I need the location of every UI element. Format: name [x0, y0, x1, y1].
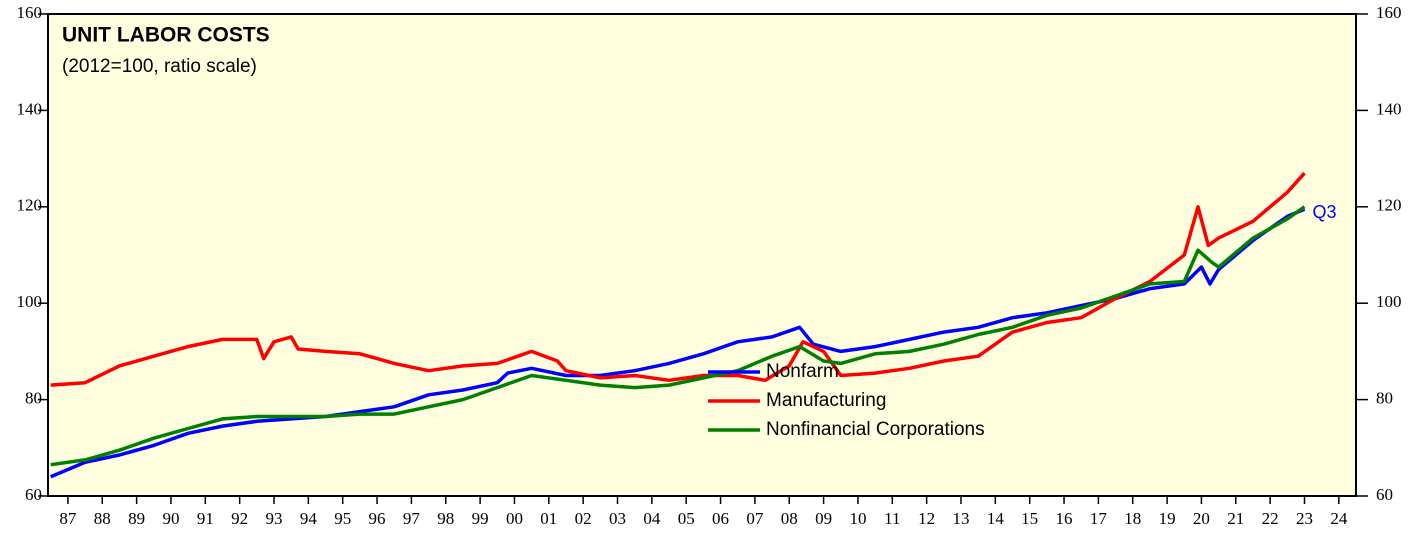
x-tick-label: 05: [678, 509, 695, 528]
x-tick-label: 90: [162, 509, 179, 528]
x-tick-label: 10: [849, 509, 866, 528]
x-tick-label: 99: [472, 509, 489, 528]
x-tick-label: 24: [1330, 509, 1348, 528]
x-tick-label: 12: [918, 509, 935, 528]
x-tick-label: 00: [506, 509, 523, 528]
legend-label: Nonfarm: [766, 361, 839, 382]
y-tick-label: 60: [25, 485, 42, 504]
x-tick-label: 14: [987, 509, 1005, 528]
x-tick-label: 93: [266, 509, 283, 528]
x-tick-label: 22: [1262, 509, 1279, 528]
x-tick-label: 20: [1193, 509, 1210, 528]
y2-tick-label: 120: [1376, 196, 1402, 215]
y2-tick-label: 100: [1376, 292, 1402, 311]
y-tick-label: 120: [17, 196, 43, 215]
y-tick-label: 140: [17, 99, 43, 118]
legend-label: Manufacturing: [766, 390, 886, 411]
x-tick-label: 89: [128, 509, 145, 528]
x-tick-label: 88: [94, 509, 111, 528]
x-tick-label: 95: [334, 509, 351, 528]
x-tick-label: 16: [1056, 509, 1073, 528]
chart-title: UNIT LABOR COSTS: [62, 24, 270, 47]
x-tick-label: 23: [1296, 509, 1313, 528]
x-tick-label: 18: [1124, 509, 1141, 528]
x-tick-label: 01: [540, 509, 557, 528]
x-tick-label: 87: [59, 509, 77, 528]
x-tick-label: 21: [1227, 509, 1244, 528]
x-tick-label: 92: [231, 509, 248, 528]
y2-tick-label: 140: [1376, 99, 1402, 118]
x-tick-label: 96: [369, 509, 386, 528]
x-tick-label: 13: [952, 509, 969, 528]
x-tick-label: 08: [781, 509, 798, 528]
y-tick-label: 80: [25, 389, 42, 408]
x-tick-label: 09: [815, 509, 832, 528]
x-tick-label: 94: [300, 509, 318, 528]
legend-label: Nonfinancial Corporations: [766, 419, 985, 440]
x-tick-label: 06: [712, 509, 729, 528]
series-line: [50, 207, 1306, 479]
x-tick-label: 97: [403, 509, 421, 528]
y-tick-label: 100: [17, 292, 43, 311]
x-tick-label: 11: [884, 509, 900, 528]
x-tick-label: 02: [575, 509, 592, 528]
y2-tick-label: 160: [1376, 3, 1402, 22]
x-tick-label: 07: [746, 509, 764, 528]
annotation: Q3: [1312, 202, 1336, 222]
y2-tick-label: 80: [1376, 389, 1393, 408]
x-tick-label: 04: [643, 509, 661, 528]
x-tick-label: 91: [197, 509, 214, 528]
x-tick-label: 03: [609, 509, 626, 528]
x-tick-label: 15: [1021, 509, 1038, 528]
x-tick-label: 17: [1090, 509, 1108, 528]
chart-subtitle: (2012=100, ratio scale): [62, 56, 257, 77]
x-tick-label: 19: [1159, 509, 1176, 528]
x-tick-label: 98: [437, 509, 454, 528]
y2-tick-label: 60: [1376, 485, 1393, 504]
y-tick-label: 160: [17, 3, 43, 22]
